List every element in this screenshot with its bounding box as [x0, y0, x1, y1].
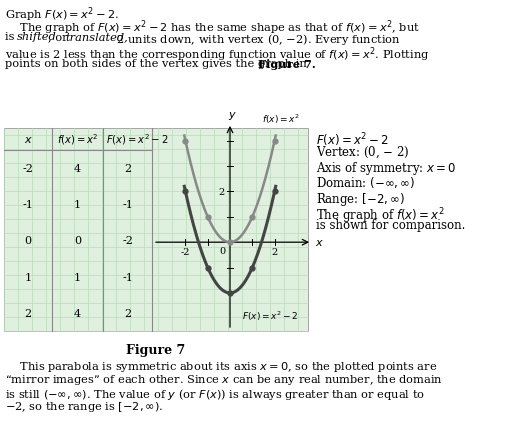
Text: 2: 2: [25, 308, 31, 318]
Text: is: is: [5, 32, 18, 42]
Text: 1: 1: [74, 200, 81, 210]
Text: $f(x) = x^2$: $f(x) = x^2$: [263, 112, 300, 126]
Text: is still $(-\infty, \infty)$. The value of $y$ (or $F(x)$) is always greater tha: is still $(-\infty, \infty)$. The value …: [5, 386, 425, 401]
Text: -1: -1: [22, 200, 33, 210]
Text: -2: -2: [22, 164, 33, 174]
Text: 0: 0: [219, 247, 225, 256]
Text: Range: $[-2, \infty)$: Range: $[-2, \infty)$: [316, 190, 405, 207]
Text: $f(x) = x^2$: $f(x) = x^2$: [56, 132, 98, 147]
Text: $-$2, so the range is $[-2, \infty)$.: $-$2, so the range is $[-2, \infty)$.: [5, 400, 163, 414]
Text: $F(x) = x^2 - 2$: $F(x) = x^2 - 2$: [316, 131, 389, 148]
Text: -1: -1: [122, 200, 133, 210]
Text: shifted: shifted: [17, 32, 57, 42]
Bar: [4, 129, 308, 331]
Text: Figure 7.: Figure 7.: [258, 59, 316, 70]
Text: 1: 1: [74, 272, 81, 282]
Text: The graph of $f(x) = x^2$: The graph of $f(x) = x^2$: [316, 206, 445, 226]
Text: translated,: translated,: [65, 32, 128, 42]
Text: is shown for comparison.: is shown for comparison.: [316, 219, 465, 232]
Text: -2: -2: [122, 236, 133, 246]
Text: 0: 0: [25, 236, 31, 246]
Text: $F(x) = x^2 - 2$: $F(x) = x^2 - 2$: [106, 132, 168, 147]
Text: 2: 2: [124, 308, 131, 318]
Text: “mirror images” of each other. Since $x$ can be any real number, the domain: “mirror images” of each other. Since $x$…: [5, 373, 443, 386]
Text: $F(x) = x^2 - 2$: $F(x) = x^2 - 2$: [242, 308, 299, 322]
Text: The graph of $F(x) = x^2 - 2$ has the same shape as that of $f(x) = x^2$, but: The graph of $F(x) = x^2 - 2$ has the sa…: [5, 18, 420, 37]
Text: Vertex: (0, $-$ 2): Vertex: (0, $-$ 2): [316, 144, 410, 160]
Text: -2: -2: [180, 248, 190, 256]
Text: 1: 1: [25, 272, 31, 282]
Text: 2: 2: [124, 164, 131, 174]
Text: 0: 0: [74, 236, 81, 246]
Text: 4: 4: [74, 308, 81, 318]
Text: $x$: $x$: [24, 135, 32, 145]
Text: 2: 2: [219, 187, 225, 196]
Text: value is 2 less than the corresponding function value of $f(x) = x^2$. Plotting: value is 2 less than the corresponding f…: [5, 46, 429, 64]
Text: $x$: $x$: [315, 238, 324, 248]
Text: $y$: $y$: [228, 110, 236, 122]
Text: Domain: $(-\infty, \infty)$: Domain: $(-\infty, \infty)$: [316, 175, 415, 190]
Text: -1: -1: [122, 272, 133, 282]
Text: , or: , or: [48, 32, 71, 42]
Text: points on both sides of the vertex gives the graph in: points on both sides of the vertex gives…: [5, 59, 310, 69]
Text: Figure 7: Figure 7: [127, 343, 186, 356]
Text: 2: 2: [271, 248, 278, 256]
Text: This parabola is symmetric about its axis $x = 0$, so the plotted points are: This parabola is symmetric about its axi…: [5, 359, 437, 373]
Text: Graph $F(x) = x^2 - 2$.: Graph $F(x) = x^2 - 2$.: [5, 5, 119, 23]
Text: 2 units down, with vertex (0, $-$2). Every function: 2 units down, with vertex (0, $-$2). Eve…: [113, 32, 401, 47]
Text: 4: 4: [74, 164, 81, 174]
Text: Axis of symmetry: $x = 0$: Axis of symmetry: $x = 0$: [316, 160, 457, 177]
